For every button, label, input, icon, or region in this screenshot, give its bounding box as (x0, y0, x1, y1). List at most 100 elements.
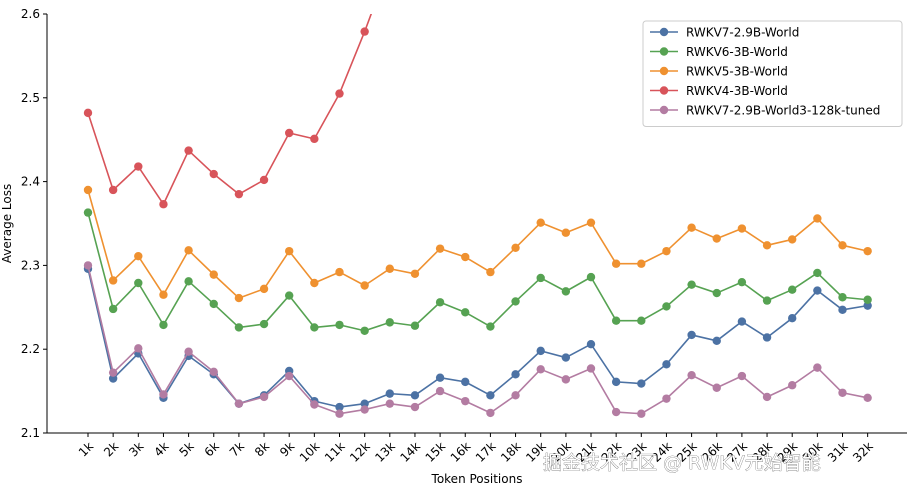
y-tick-label: 2.5 (21, 91, 40, 105)
legend-label: RWKV7-2.9B-World (686, 26, 799, 40)
data-point (637, 316, 646, 325)
x-tick-label: 16k (448, 439, 474, 465)
data-point (737, 224, 747, 233)
data-point (259, 175, 269, 185)
data-point (259, 284, 269, 294)
data-point (737, 371, 747, 381)
data-point (838, 388, 847, 397)
data-point (259, 319, 269, 329)
legend-label: RWKV7-2.9B-World3-128k-tuned (686, 104, 880, 118)
data-point (209, 299, 218, 309)
data-point (838, 241, 847, 250)
data-point (360, 281, 369, 290)
x-tick-label: 13k (372, 439, 398, 465)
y-tick-label: 2.1 (21, 426, 40, 440)
legend: RWKV7-2.9B-World RWKV6-3B-World RWKV5-3B-W… (642, 20, 903, 127)
data-point (712, 288, 721, 298)
series-layer (83, 14, 872, 418)
data-point (285, 246, 294, 256)
data-point (335, 320, 344, 330)
data-point (838, 305, 847, 315)
legend-label: RWKV6-3B-World (686, 45, 788, 59)
data-point (712, 383, 721, 392)
data-point (762, 392, 772, 402)
data-point (687, 223, 696, 232)
x-tick-label: 12k (347, 439, 373, 465)
legend-marker (659, 27, 669, 37)
data-point (461, 308, 470, 317)
data-point (511, 243, 520, 253)
y-tick-label: 2.6 (21, 7, 40, 21)
data-point (536, 365, 545, 374)
legend-label: RWKV4-3B-World (686, 84, 788, 98)
data-point (762, 296, 772, 305)
y-tick-label: 2.3 (21, 258, 40, 272)
data-point (737, 317, 747, 326)
data-point (788, 313, 797, 323)
data-point (461, 377, 470, 387)
data-point (209, 270, 218, 279)
data-point (234, 399, 244, 408)
data-point (184, 246, 193, 255)
data-point (863, 393, 872, 403)
data-point (209, 367, 218, 377)
data-point (159, 390, 168, 399)
x-tick-label: 3k (126, 439, 146, 459)
data-point (461, 396, 470, 406)
data-point (813, 363, 822, 372)
data-point (536, 273, 545, 283)
series-line-4 (87, 14, 373, 206)
data-point (561, 228, 571, 237)
data-point (586, 218, 596, 227)
data-point (586, 364, 596, 373)
data-point (561, 375, 571, 384)
axes (43, 13, 907, 437)
x-tick-label: 15k (423, 439, 449, 465)
data-point (486, 322, 495, 331)
data-point (159, 320, 168, 330)
data-point (285, 371, 294, 381)
x-tick-label: 5k (177, 439, 197, 459)
data-point (108, 185, 118, 195)
legend-marker (659, 86, 669, 95)
data-point (83, 261, 93, 270)
data-point (184, 347, 193, 356)
data-point (712, 234, 721, 243)
data-point (410, 321, 420, 330)
x-tick-label: 11k (322, 439, 348, 465)
x-tick-label: 10k (297, 439, 323, 465)
x-tick-label: 4k (151, 439, 171, 459)
data-point (788, 381, 797, 390)
data-point (234, 323, 244, 332)
data-point (259, 392, 269, 402)
data-point (687, 280, 696, 289)
data-point (687, 370, 696, 380)
data-point (737, 277, 747, 287)
data-point (461, 252, 470, 262)
data-point (561, 287, 571, 296)
data-point (385, 318, 394, 327)
x-tick-label: 18k (498, 439, 524, 465)
data-point (863, 295, 872, 304)
x-tick-label: 8k (252, 439, 272, 459)
data-point (813, 286, 822, 295)
data-point (83, 185, 93, 195)
data-point (335, 267, 344, 277)
data-point (410, 391, 420, 400)
data-point (511, 297, 520, 306)
data-point (838, 293, 847, 302)
data-point (410, 269, 420, 278)
data-point (234, 293, 244, 303)
data-point (410, 402, 420, 412)
series-line-5 (87, 265, 868, 415)
data-point (687, 330, 696, 340)
series-line-1 (87, 268, 868, 408)
y-tick-label: 2.2 (21, 342, 40, 356)
x-tick-label: 9k (277, 439, 297, 459)
data-point (385, 389, 394, 398)
data-point (813, 268, 822, 278)
data-point (108, 374, 118, 383)
x-tick-label: 32k (850, 439, 876, 465)
data-point (637, 259, 646, 268)
